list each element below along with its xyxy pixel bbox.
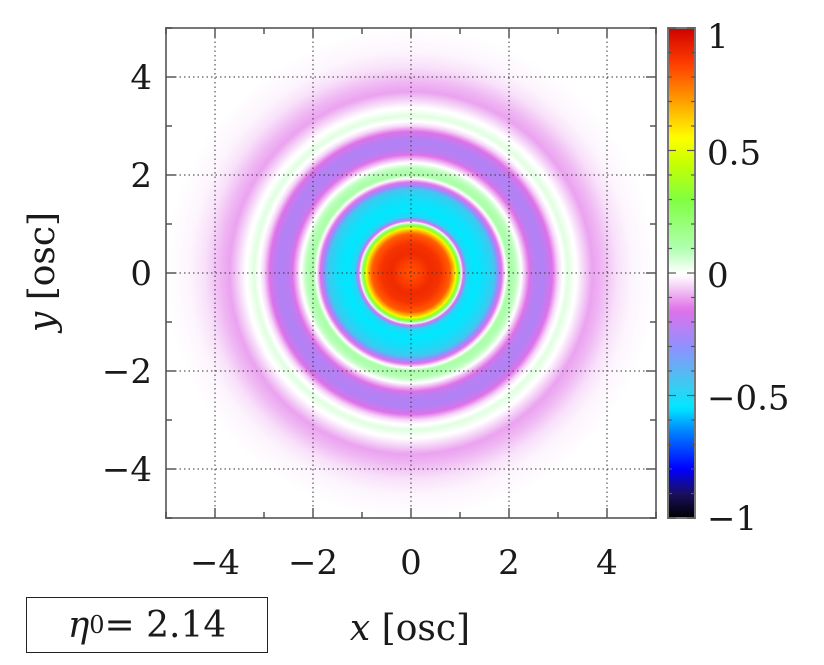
parameter-subscript: 0 bbox=[89, 611, 105, 639]
colorbar-tick-label: −0.5 bbox=[707, 379, 790, 419]
axes-layer bbox=[165, 27, 657, 519]
y-tick-label: −2 bbox=[102, 352, 152, 392]
x-tick-label: −2 bbox=[288, 543, 338, 583]
x-axis-label: x [osc] bbox=[350, 608, 470, 649]
tick-labels: −4 −2 0 2 4 −4 −2 0 2 4 bbox=[102, 58, 618, 583]
y-axis-label: y [osc] bbox=[22, 212, 63, 334]
colorbar-tick-label: −1 bbox=[707, 499, 757, 539]
colorbar: 1 0.5 0 −0.5 −1 bbox=[667, 17, 790, 539]
x-tick-label: 4 bbox=[596, 543, 618, 583]
y-tick-label: −4 bbox=[102, 450, 152, 490]
x-tick-label: 2 bbox=[498, 543, 520, 583]
parameter-value: = 2.14 bbox=[104, 604, 227, 646]
y-tick-label: 4 bbox=[130, 58, 152, 98]
colorbar-tick-label: 1 bbox=[707, 17, 729, 57]
grid-layer bbox=[166, 28, 656, 518]
x-tick-label: 0 bbox=[400, 543, 422, 583]
colorbar-tick-label: 0.5 bbox=[707, 134, 761, 174]
x-tick-label: −4 bbox=[190, 543, 240, 583]
colorbar-tick-label: 0 bbox=[707, 256, 729, 296]
y-tick-label: 2 bbox=[130, 156, 152, 196]
y-tick-label: 0 bbox=[130, 254, 152, 294]
parameter-symbol: η bbox=[67, 604, 90, 646]
